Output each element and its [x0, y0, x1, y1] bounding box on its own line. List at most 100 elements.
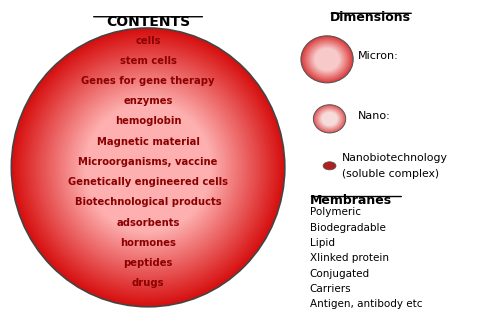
Ellipse shape — [310, 44, 344, 75]
Ellipse shape — [82, 100, 214, 235]
Ellipse shape — [314, 47, 340, 71]
Ellipse shape — [20, 37, 276, 298]
Ellipse shape — [312, 45, 343, 74]
Ellipse shape — [58, 76, 238, 259]
Text: Biotechnological products: Biotechnological products — [75, 198, 222, 207]
Text: (soluble complex): (soluble complex) — [342, 169, 439, 179]
Ellipse shape — [317, 108, 342, 130]
Ellipse shape — [318, 109, 342, 129]
Text: Microorganisms, vaccine: Microorganisms, vaccine — [78, 157, 218, 167]
Ellipse shape — [48, 65, 248, 269]
Text: hormones: hormones — [120, 238, 176, 248]
Ellipse shape — [304, 39, 350, 80]
Text: Conjugated: Conjugated — [310, 269, 370, 279]
Text: Biodegradable: Biodegradable — [310, 222, 386, 233]
Ellipse shape — [66, 84, 230, 251]
Ellipse shape — [22, 38, 275, 296]
Ellipse shape — [12, 28, 285, 307]
Ellipse shape — [70, 88, 226, 247]
Ellipse shape — [75, 93, 222, 242]
Text: Genetically engineered cells: Genetically engineered cells — [68, 177, 228, 187]
Ellipse shape — [18, 35, 278, 300]
Ellipse shape — [305, 40, 349, 79]
Text: drugs: drugs — [132, 278, 164, 288]
Ellipse shape — [68, 86, 228, 249]
Ellipse shape — [320, 111, 339, 127]
Ellipse shape — [52, 69, 244, 266]
Text: stem cells: stem cells — [120, 56, 176, 66]
Text: Xlinked protein: Xlinked protein — [310, 253, 388, 263]
Text: Nanobiotechnology: Nanobiotechnology — [342, 153, 448, 163]
Ellipse shape — [80, 98, 216, 237]
Ellipse shape — [38, 55, 258, 280]
Ellipse shape — [34, 52, 262, 283]
Text: adsorbents: adsorbents — [116, 218, 180, 228]
Ellipse shape — [85, 103, 212, 232]
Ellipse shape — [316, 107, 344, 131]
Text: Lipid: Lipid — [310, 238, 334, 248]
Ellipse shape — [321, 111, 338, 126]
Ellipse shape — [42, 59, 254, 276]
Ellipse shape — [60, 77, 236, 257]
Ellipse shape — [83, 101, 213, 234]
Ellipse shape — [16, 33, 280, 302]
Text: Magnetic material: Magnetic material — [96, 137, 200, 147]
Ellipse shape — [301, 36, 353, 83]
Ellipse shape — [78, 96, 218, 239]
Text: Dimensions: Dimensions — [330, 11, 410, 24]
Text: CONTENTS: CONTENTS — [106, 15, 190, 28]
Ellipse shape — [308, 42, 347, 77]
Ellipse shape — [306, 41, 348, 78]
Ellipse shape — [45, 62, 252, 273]
Ellipse shape — [320, 110, 340, 128]
Ellipse shape — [313, 47, 341, 72]
Ellipse shape — [26, 43, 270, 291]
Ellipse shape — [318, 109, 340, 128]
Ellipse shape — [24, 42, 272, 293]
Ellipse shape — [33, 50, 263, 285]
Text: Carriers: Carriers — [310, 284, 352, 294]
Ellipse shape — [32, 48, 265, 286]
Ellipse shape — [36, 54, 260, 281]
Ellipse shape — [73, 91, 223, 244]
Ellipse shape — [314, 105, 346, 133]
Text: hemoglobin: hemoglobin — [115, 117, 182, 126]
Ellipse shape — [314, 106, 345, 132]
Ellipse shape — [13, 30, 283, 305]
Ellipse shape — [302, 37, 352, 82]
Ellipse shape — [40, 57, 256, 278]
Ellipse shape — [43, 60, 253, 274]
Ellipse shape — [315, 106, 344, 132]
Ellipse shape — [309, 43, 345, 76]
Ellipse shape — [302, 37, 352, 82]
Ellipse shape — [14, 31, 281, 303]
Ellipse shape — [76, 94, 220, 240]
Circle shape — [323, 162, 336, 170]
Text: Membranes: Membranes — [310, 194, 392, 207]
Text: Micron:: Micron: — [358, 51, 399, 61]
Ellipse shape — [23, 40, 273, 295]
Ellipse shape — [56, 74, 240, 261]
Ellipse shape — [312, 46, 342, 73]
Text: Antigen, antibody etc: Antigen, antibody etc — [310, 299, 422, 309]
Text: Genes for gene therapy: Genes for gene therapy — [82, 76, 215, 86]
Ellipse shape — [308, 42, 346, 76]
Ellipse shape — [30, 47, 266, 288]
Text: peptides: peptides — [124, 258, 173, 268]
Ellipse shape — [72, 89, 225, 246]
Ellipse shape — [55, 72, 242, 263]
Text: Nano:: Nano: — [358, 111, 390, 121]
Ellipse shape — [62, 79, 234, 256]
Ellipse shape — [304, 38, 351, 81]
Ellipse shape — [50, 67, 246, 268]
Ellipse shape — [306, 40, 348, 78]
Ellipse shape — [310, 45, 344, 74]
Ellipse shape — [28, 45, 268, 290]
Ellipse shape — [65, 82, 232, 252]
Text: enzymes: enzymes — [124, 96, 173, 106]
Text: cells: cells — [136, 35, 161, 46]
Ellipse shape — [316, 107, 343, 131]
Ellipse shape — [314, 48, 340, 70]
Ellipse shape — [322, 112, 338, 126]
Ellipse shape — [46, 64, 250, 271]
